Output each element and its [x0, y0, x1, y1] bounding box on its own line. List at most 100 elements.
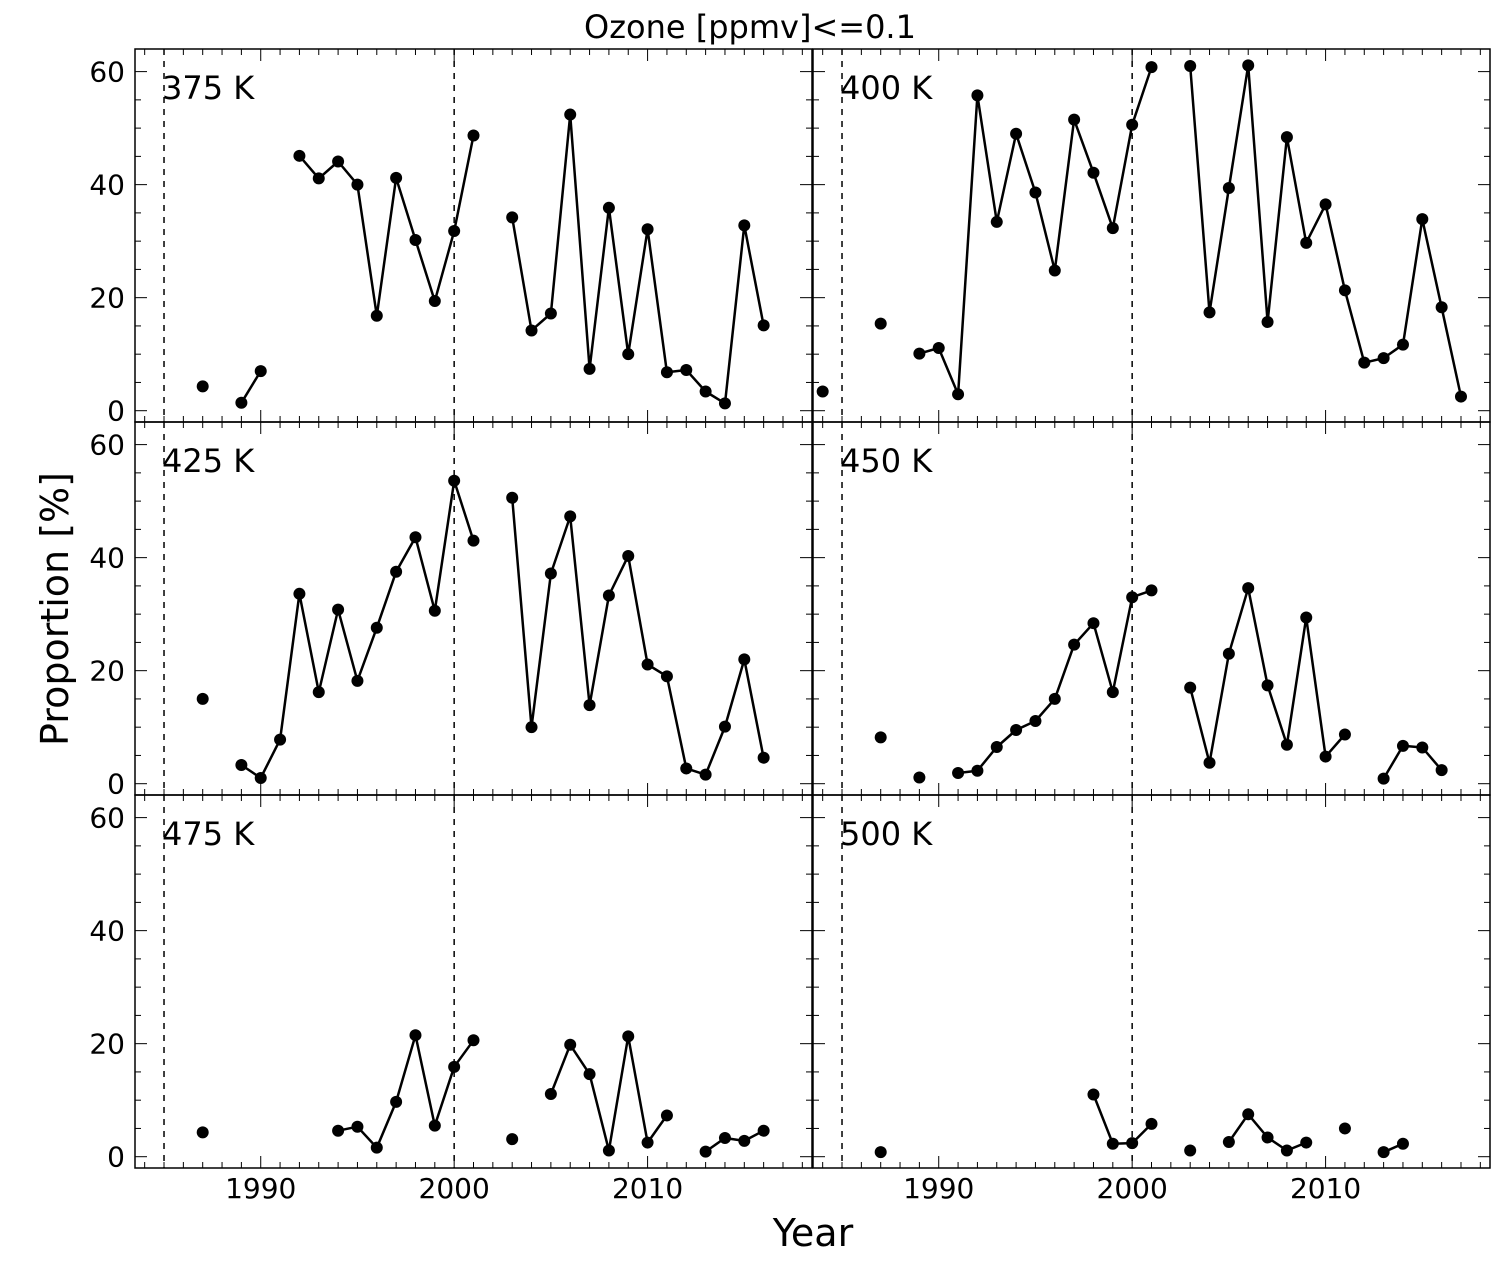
data-point — [1358, 356, 1371, 369]
panel-475-k: 0 20 40 60 1990 2000 2010 475 K — [89, 794, 813, 1205]
data-point — [312, 172, 325, 185]
data-point — [1087, 617, 1100, 630]
data-point — [718, 720, 731, 733]
data-point — [332, 1124, 345, 1137]
data-point — [390, 1095, 403, 1108]
series-line — [510, 497, 765, 776]
data-point — [1126, 118, 1139, 131]
data-point — [196, 380, 209, 393]
data-point — [816, 385, 829, 398]
data-point — [622, 1030, 635, 1043]
data-point — [1145, 584, 1158, 597]
data-point — [254, 365, 267, 378]
data-point — [196, 692, 209, 705]
data-point — [1377, 352, 1390, 365]
data-point — [293, 587, 306, 600]
data-point — [544, 1087, 557, 1100]
panel-label: 375 K — [162, 69, 255, 107]
data-point — [544, 567, 557, 580]
y-tick-label: 20 — [89, 1028, 125, 1061]
data-point — [757, 319, 770, 332]
data-point — [660, 670, 673, 683]
data-point — [1029, 186, 1042, 199]
data-point — [602, 1144, 615, 1157]
data-point — [874, 317, 887, 330]
y-tick-label: 60 — [89, 429, 125, 462]
panel-label: 400 K — [840, 69, 933, 107]
data-point — [1068, 638, 1081, 651]
data-point — [1184, 1144, 1197, 1157]
series-line — [298, 135, 475, 318]
y-tick-label: 20 — [89, 282, 125, 315]
panel-450-k: 450 K — [812, 421, 1491, 796]
data-point — [1068, 113, 1081, 126]
y-tick-label: 40 — [89, 169, 125, 202]
data-point — [525, 324, 538, 337]
data-point — [1222, 182, 1235, 195]
data-point — [428, 604, 441, 617]
data-point — [874, 731, 887, 744]
data-point — [506, 211, 519, 224]
data-point — [932, 341, 945, 354]
data-point — [390, 565, 403, 578]
data-point — [1435, 764, 1448, 777]
data-point — [1010, 127, 1023, 140]
data-point — [409, 1029, 422, 1042]
data-point — [874, 1146, 887, 1159]
data-point — [1300, 1136, 1313, 1149]
data-point — [467, 129, 480, 142]
data-point — [351, 178, 364, 191]
data-point — [1010, 724, 1023, 737]
y-axis-label: Proportion [%] — [33, 472, 77, 746]
data-point — [506, 1133, 519, 1146]
x-tick-label: 2010 — [1290, 1172, 1361, 1205]
data-point — [409, 234, 422, 247]
x-tick-label: 2010 — [612, 1172, 683, 1205]
data-point — [738, 1134, 751, 1147]
data-point — [699, 1145, 712, 1158]
data-point — [448, 1060, 461, 1073]
data-point — [971, 764, 984, 777]
panel-375-k: 0 20 40 60 375 K — [89, 48, 813, 428]
data-point — [1300, 236, 1313, 249]
chart-title: Ozone [ppmv]<=0.1 — [584, 8, 916, 46]
data-point — [1126, 591, 1139, 604]
data-point — [370, 1141, 383, 1154]
panel-label: 475 K — [162, 815, 255, 853]
data-point — [583, 362, 596, 375]
x-axis-label: Year — [772, 1211, 854, 1255]
panels-group: 0 20 40 60 375 K 400 K 0 20 40 60 425 K 450 K 0 20 40 6… — [89, 48, 1491, 1205]
data-point — [718, 1132, 731, 1145]
data-point — [312, 686, 325, 699]
data-point — [1435, 301, 1448, 314]
data-point — [254, 772, 267, 785]
data-point — [1184, 59, 1197, 72]
y-tick-label: 60 — [89, 56, 125, 89]
data-point — [738, 653, 751, 666]
y-tick-label: 40 — [89, 542, 125, 575]
data-point — [602, 201, 615, 214]
x-tick-label: 2000 — [419, 1172, 490, 1205]
data-point — [913, 771, 926, 784]
data-point — [1242, 582, 1255, 595]
panel-frame — [134, 794, 813, 1169]
panel-frame — [812, 794, 1491, 1169]
data-point — [699, 768, 712, 781]
data-point — [1029, 714, 1042, 727]
data-point — [680, 364, 693, 377]
data-point — [757, 1124, 770, 1137]
data-point — [990, 215, 1003, 228]
data-point — [525, 721, 538, 734]
y-tick-label: 0 — [107, 1141, 125, 1174]
data-point — [1416, 741, 1429, 754]
series-line — [240, 479, 475, 780]
data-point — [602, 589, 615, 602]
data-point — [448, 224, 461, 237]
data-point — [1454, 390, 1467, 403]
data-point — [641, 658, 654, 671]
data-point — [1106, 686, 1119, 699]
data-point — [1145, 61, 1158, 74]
data-point — [544, 307, 557, 320]
data-point — [1300, 611, 1313, 624]
